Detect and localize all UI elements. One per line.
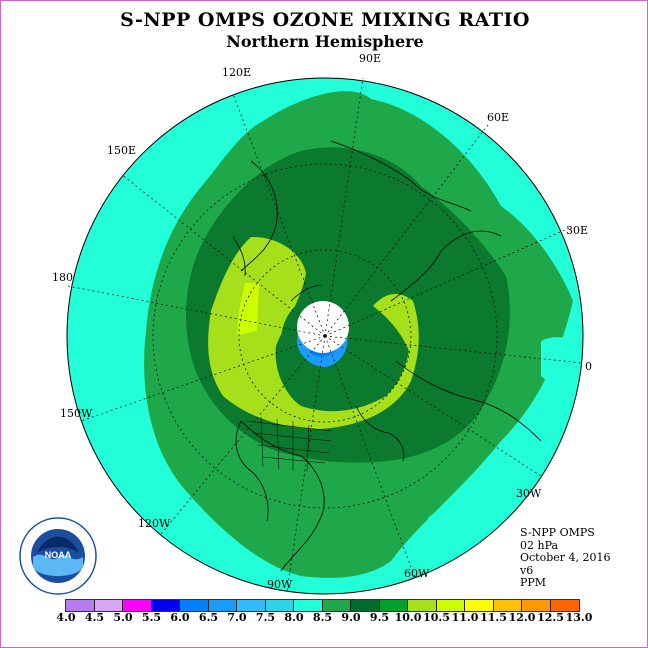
lon-label-120w: 120W xyxy=(138,517,171,530)
page-title: S-NPP OMPS OZONE MIXING RATIO xyxy=(120,9,530,31)
lon-label-180: 180 xyxy=(52,271,73,284)
legend-swatch xyxy=(294,600,323,611)
legend-swatch xyxy=(208,600,237,611)
ozone-region-9-5-10 xyxy=(237,283,259,335)
legend-tick-label: 4.0 xyxy=(56,611,76,624)
legend-tick-label: 12.5 xyxy=(537,611,564,624)
legend-swatch xyxy=(379,600,408,611)
legend-swatch xyxy=(66,600,95,611)
globe-outline xyxy=(66,77,584,595)
ozone-patch-southeast xyxy=(427,512,459,532)
legend-tick-label: 6.5 xyxy=(198,611,219,624)
lon-label-60w: 60W xyxy=(404,567,430,580)
coastlines xyxy=(232,140,542,572)
legend-tick-label: 6.0 xyxy=(170,611,190,624)
legend-tick-label: 9.0 xyxy=(341,611,361,624)
legend-swatch xyxy=(322,600,351,611)
info-level: 02 hPa xyxy=(520,538,559,552)
no-data-cap xyxy=(297,301,349,353)
lon-label-60e: 60E xyxy=(487,111,510,124)
lon-label-30w: 30W xyxy=(516,487,542,500)
graticule xyxy=(67,77,583,592)
page-subtitle: Northern Hemisphere xyxy=(226,32,424,51)
ozone-patch-prime-meridian xyxy=(541,337,581,384)
legend-swatch xyxy=(436,600,465,611)
logo-text: NOAA xyxy=(45,550,72,560)
info-date: October 4, 2016 xyxy=(520,551,611,565)
legend-tick-label: 9.5 xyxy=(369,611,390,624)
legend-tick-label: 8.5 xyxy=(312,611,333,624)
admin-boundaries xyxy=(246,416,332,472)
legend-swatch xyxy=(465,600,494,611)
legend-tick-label: 5.0 xyxy=(113,611,133,624)
legend-tick-label: 7.5 xyxy=(255,611,276,624)
info-version: v6 xyxy=(520,563,534,577)
legend-swatch xyxy=(550,600,579,611)
lon-label-30e: 30E xyxy=(566,224,589,237)
lon-label-150e: 150E xyxy=(107,144,137,157)
lon-label-0: 0 xyxy=(585,360,592,373)
legend-swatch xyxy=(351,600,380,611)
noaa-logo: NOAA xyxy=(19,517,97,595)
legend-swatch xyxy=(123,600,152,611)
legend-tick-label: 7.0 xyxy=(227,611,247,624)
lon-label-90w: 90W xyxy=(267,578,293,591)
legend-swatch xyxy=(265,600,294,611)
lon-label-120e: 120E xyxy=(222,66,252,79)
legend-tick-label: 10.5 xyxy=(423,611,450,624)
legend-swatch xyxy=(237,600,266,611)
color-legend-bar xyxy=(65,599,580,612)
info-block: S-NPP OMPS 02 hPa October 4, 2016 v6 PPM xyxy=(520,526,611,590)
ozone-patch-east xyxy=(516,438,560,478)
legend-tick-label: 12.0 xyxy=(508,611,536,624)
legend-tick-label: 11.5 xyxy=(480,611,507,624)
legend-swatch xyxy=(522,600,551,611)
lon-label-150w: 150W xyxy=(60,407,93,420)
lon-label-90e: 90E xyxy=(359,52,382,65)
info-instrument: S-NPP OMPS xyxy=(520,526,595,539)
legend-tick-label: 10.0 xyxy=(394,611,422,624)
info-units: PPM xyxy=(520,576,547,590)
legend-swatch xyxy=(94,600,123,611)
ozone-region-9-9-5-west xyxy=(208,236,419,429)
legend-tick-label: 5.5 xyxy=(141,611,162,624)
legend-swatch xyxy=(408,600,437,611)
legend-swatch xyxy=(180,600,209,611)
legend-tick-label: 4.5 xyxy=(84,611,105,624)
legend-tick-label: 13.0 xyxy=(565,611,593,624)
legend-tick-label: 11.0 xyxy=(451,611,479,624)
legend-swatch xyxy=(493,600,522,611)
legend-tick-label: 8.0 xyxy=(284,611,304,624)
legend-swatch xyxy=(151,600,180,611)
